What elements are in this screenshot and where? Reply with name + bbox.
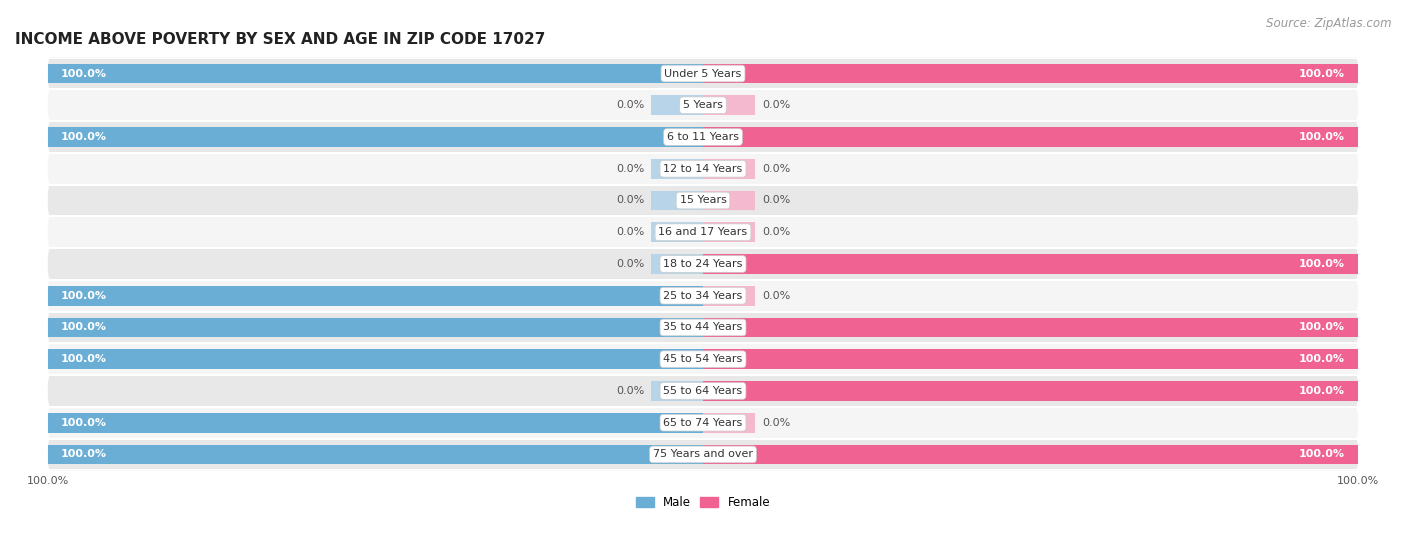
FancyBboxPatch shape	[48, 216, 1358, 248]
Bar	[48, 444, 703, 465]
Bar	[703, 159, 755, 178]
Bar	[48, 318, 703, 337]
Bar	[651, 159, 703, 178]
Bar	[703, 222, 755, 242]
Text: 55 to 64 Years: 55 to 64 Years	[664, 386, 742, 396]
Text: 100.0%: 100.0%	[60, 449, 107, 459]
Bar	[651, 96, 703, 115]
Text: 100.0%: 100.0%	[1299, 386, 1346, 396]
Bar	[703, 191, 755, 210]
FancyBboxPatch shape	[48, 311, 1358, 343]
FancyBboxPatch shape	[48, 58, 1358, 89]
Text: 0.0%: 0.0%	[616, 386, 644, 396]
FancyBboxPatch shape	[48, 407, 1358, 439]
Text: 12 to 14 Years: 12 to 14 Years	[664, 164, 742, 174]
Bar	[651, 191, 703, 210]
Bar	[48, 286, 703, 306]
FancyBboxPatch shape	[48, 439, 1358, 470]
Text: 5 Years: 5 Years	[683, 100, 723, 110]
Bar	[703, 64, 1358, 83]
Text: 100.0%: 100.0%	[60, 418, 107, 428]
Bar	[48, 127, 703, 147]
Text: 6 to 11 Years: 6 to 11 Years	[666, 132, 740, 142]
Text: 0.0%: 0.0%	[762, 164, 790, 174]
Text: INCOME ABOVE POVERTY BY SEX AND AGE IN ZIP CODE 17027: INCOME ABOVE POVERTY BY SEX AND AGE IN Z…	[15, 32, 546, 47]
Text: 100.0%: 100.0%	[1299, 259, 1346, 269]
Bar	[703, 444, 1358, 465]
Bar	[703, 286, 755, 306]
Bar	[48, 349, 703, 369]
FancyBboxPatch shape	[48, 375, 1358, 407]
Text: Source: ZipAtlas.com: Source: ZipAtlas.com	[1267, 17, 1392, 30]
FancyBboxPatch shape	[48, 248, 1358, 280]
Text: 100.0%: 100.0%	[60, 323, 107, 333]
Text: 100.0%: 100.0%	[1299, 132, 1346, 142]
Bar	[48, 64, 703, 83]
Bar	[651, 222, 703, 242]
Bar	[703, 254, 1358, 274]
Text: 15 Years: 15 Years	[679, 196, 727, 206]
Bar	[703, 96, 755, 115]
Text: 0.0%: 0.0%	[762, 100, 790, 110]
Bar	[703, 349, 1358, 369]
Text: 100.0%: 100.0%	[1299, 323, 1346, 333]
Text: 0.0%: 0.0%	[762, 196, 790, 206]
Bar	[48, 413, 703, 433]
Text: 0.0%: 0.0%	[616, 164, 644, 174]
Text: 100.0%: 100.0%	[1299, 354, 1346, 364]
Bar	[703, 413, 755, 433]
Bar	[703, 127, 1358, 147]
Bar	[651, 381, 703, 401]
FancyBboxPatch shape	[48, 89, 1358, 121]
FancyBboxPatch shape	[48, 121, 1358, 153]
Text: 16 and 17 Years: 16 and 17 Years	[658, 228, 748, 237]
Text: 100.0%: 100.0%	[1299, 449, 1346, 459]
Bar	[651, 254, 703, 274]
FancyBboxPatch shape	[48, 343, 1358, 375]
Text: 35 to 44 Years: 35 to 44 Years	[664, 323, 742, 333]
Bar	[703, 381, 1358, 401]
Text: 0.0%: 0.0%	[762, 228, 790, 237]
FancyBboxPatch shape	[48, 280, 1358, 311]
Text: 100.0%: 100.0%	[60, 354, 107, 364]
Text: 100.0%: 100.0%	[60, 291, 107, 301]
Bar	[703, 318, 1358, 337]
FancyBboxPatch shape	[48, 153, 1358, 184]
Text: 45 to 54 Years: 45 to 54 Years	[664, 354, 742, 364]
Text: 18 to 24 Years: 18 to 24 Years	[664, 259, 742, 269]
Text: 0.0%: 0.0%	[616, 100, 644, 110]
Text: 100.0%: 100.0%	[60, 69, 107, 78]
Text: 100.0%: 100.0%	[60, 132, 107, 142]
Text: 75 Years and over: 75 Years and over	[652, 449, 754, 459]
Legend: Male, Female: Male, Female	[631, 491, 775, 514]
Text: 0.0%: 0.0%	[616, 196, 644, 206]
Text: Under 5 Years: Under 5 Years	[665, 69, 741, 78]
Text: 0.0%: 0.0%	[762, 418, 790, 428]
Text: 0.0%: 0.0%	[616, 228, 644, 237]
FancyBboxPatch shape	[48, 184, 1358, 216]
Text: 65 to 74 Years: 65 to 74 Years	[664, 418, 742, 428]
Text: 100.0%: 100.0%	[1299, 69, 1346, 78]
Text: 25 to 34 Years: 25 to 34 Years	[664, 291, 742, 301]
Text: 0.0%: 0.0%	[616, 259, 644, 269]
Text: 0.0%: 0.0%	[762, 291, 790, 301]
